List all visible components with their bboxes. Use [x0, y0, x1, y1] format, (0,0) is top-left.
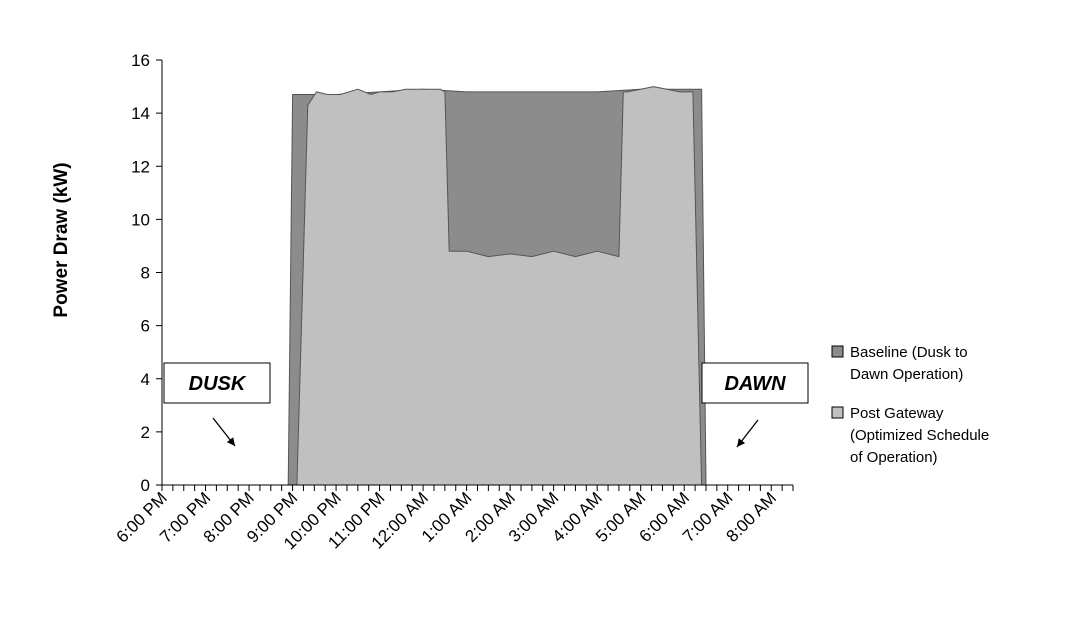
y-tick-label: 14	[131, 104, 150, 123]
callout-dusk: DUSK	[163, 362, 271, 447]
legend-label: Post Gateway (Optimized Schedule of Operat…	[850, 405, 989, 466]
callout-arrowhead	[226, 437, 235, 446]
callout-box	[163, 362, 271, 404]
y-tick-label: 0	[141, 476, 150, 495]
callout-label: DAWN	[724, 373, 786, 395]
callout-arrowhead	[737, 438, 746, 447]
callout-box	[701, 362, 809, 404]
y-tick-label: 2	[141, 423, 150, 442]
plot-areas	[162, 86, 793, 485]
y-tick-label: 4	[141, 370, 150, 389]
y-axis-ticks: 0 2 4 6 8 10 12 14 16	[131, 51, 162, 495]
y-tick-label: 8	[141, 264, 150, 283]
legend-swatch	[831, 406, 844, 419]
legend-swatch	[831, 345, 844, 358]
y-tick-label: 12	[131, 157, 150, 176]
y-tick-label: 16	[131, 51, 150, 70]
callouts: DUSK DAWN	[163, 362, 809, 448]
y-tick-label: 6	[141, 317, 150, 336]
y-tick-label: 10	[131, 210, 150, 229]
callout-dawn: DAWN	[701, 362, 809, 448]
legend-label: Baseline (Dusk to Dawn Operation)	[850, 344, 968, 383]
series-area-post-gateway	[162, 86, 793, 485]
callout-label: DUSK	[189, 373, 247, 395]
legend: Baseline (Dusk to Dawn Operation) Post Gat…	[831, 344, 989, 466]
y-axis-title: Power Draw (kW)	[51, 162, 72, 317]
